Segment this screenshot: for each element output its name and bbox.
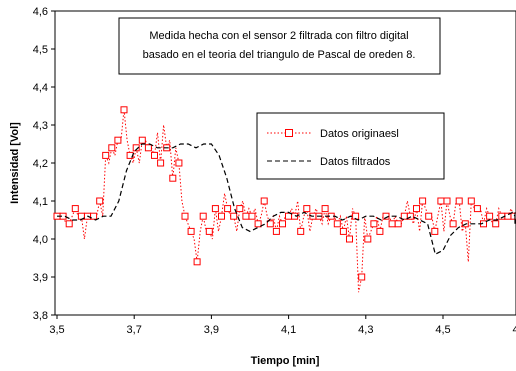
- raw-data-point: [205, 227, 213, 235]
- raw-data-point: [266, 220, 274, 228]
- x-axis-title: Tiempo [min]: [251, 355, 320, 367]
- raw-data-point: [303, 205, 311, 213]
- y-tick-label: 4,1: [33, 196, 48, 208]
- x-axis: 3,53,73,94,14,34,54,74,9: [49, 315, 516, 336]
- raw-data-point: [413, 205, 420, 213]
- raw-data-point: [376, 227, 384, 235]
- raw-data-point: [394, 220, 402, 228]
- raw-data-point: [181, 212, 189, 220]
- raw-data-point: [333, 220, 341, 228]
- x-tick-label: 3,7: [127, 324, 142, 336]
- raw-data-point: [492, 220, 500, 228]
- annotation-line-2: basado en el teoria del triangulo de Pas…: [143, 49, 416, 61]
- raw-data-point: [419, 197, 427, 205]
- raw-data-point: [358, 273, 366, 281]
- legend-label-raw: Datos originaesl: [320, 128, 399, 140]
- raw-data-point: [486, 212, 494, 220]
- raw-data-point: [425, 212, 433, 220]
- raw-data-point: [449, 220, 457, 228]
- raw-data-point: [248, 212, 256, 220]
- raw-data-point: [157, 159, 165, 167]
- x-tick-label: 4,7: [513, 324, 516, 336]
- raw-data-point: [510, 212, 516, 220]
- raw-data-point: [321, 205, 329, 213]
- raw-data-point: [370, 220, 378, 228]
- raw-data-point: [169, 174, 177, 182]
- raw-data-point: [455, 197, 463, 205]
- raw-data-point: [254, 220, 262, 228]
- raw-data-point: [285, 212, 292, 220]
- raw-data-point: [437, 197, 445, 205]
- y-axis: 3,8 3,9 4,0 4,1 4,2 4,3 4,4 4,5 4,6: [33, 6, 55, 322]
- x-tick-label: 3,9: [204, 324, 219, 336]
- y-tick-label: 3,9: [33, 272, 48, 284]
- legend-label-filtered: Datos filtrados: [320, 156, 391, 168]
- raw-data-point: [431, 227, 439, 235]
- raw-data-point: [193, 258, 201, 266]
- y-tick-label: 4,4: [33, 82, 48, 94]
- raw-data-point: [96, 197, 104, 205]
- raw-data-point: [382, 212, 390, 220]
- raw-data-point: [339, 227, 347, 235]
- raw-data-point: [102, 151, 110, 159]
- raw-data-point: [467, 197, 475, 205]
- raw-data-point: [151, 151, 158, 159]
- y-tick-label: 3,8: [33, 310, 48, 322]
- raw-data-point: [138, 136, 146, 144]
- raw-data-point: [297, 227, 305, 235]
- raw-data-point: [230, 212, 238, 220]
- raw-data-point: [346, 235, 353, 243]
- raw-data-point: [199, 212, 207, 220]
- raw-data-point: [279, 220, 286, 228]
- legend-raw-marker: [285, 129, 293, 137]
- y-tick-label: 4,2: [33, 158, 48, 170]
- raw-data-point: [211, 205, 219, 213]
- raw-data-point: [473, 205, 481, 213]
- annotation-box: [118, 17, 441, 75]
- raw-data-point: [272, 227, 280, 235]
- legend-box: [256, 112, 445, 180]
- raw-data-point: [144, 144, 152, 152]
- raw-data-point: [260, 197, 268, 205]
- raw-data-point: [90, 212, 98, 220]
- annotation-line-1: Medida hecha con el sensor 2 filtrada co…: [149, 30, 408, 42]
- y-tick-label: 4,5: [33, 44, 48, 56]
- x-tick-label: 4,5: [435, 324, 450, 336]
- raw-data-point: [132, 144, 140, 152]
- y-tick-label: 4,0: [33, 234, 48, 246]
- y-tick-label: 4,6: [33, 6, 48, 18]
- raw-data-point: [236, 205, 244, 213]
- x-tick-label: 4,3: [358, 324, 373, 336]
- raw-data-point: [364, 235, 372, 243]
- y-tick-label: 4,3: [33, 120, 48, 132]
- raw-data-point: [443, 197, 451, 205]
- raw-data-point: [175, 159, 183, 167]
- raw-data-point: [114, 136, 122, 144]
- raw-data-point: [108, 144, 116, 152]
- raw-data-point: [120, 106, 128, 114]
- raw-data-point: [71, 205, 79, 213]
- raw-data-point: [406, 212, 414, 220]
- y-axis-title: Intensidad [Vol]: [9, 122, 21, 204]
- raw-data-point: [388, 220, 396, 228]
- raw-data-point: [65, 220, 73, 228]
- x-tick-label: 3,5: [49, 324, 64, 336]
- raw-data-point: [218, 212, 225, 220]
- raw-data-point: [187, 227, 195, 235]
- x-tick-label: 4,1: [281, 324, 296, 336]
- raw-data-point: [242, 212, 250, 220]
- raw-data-point: [224, 205, 232, 213]
